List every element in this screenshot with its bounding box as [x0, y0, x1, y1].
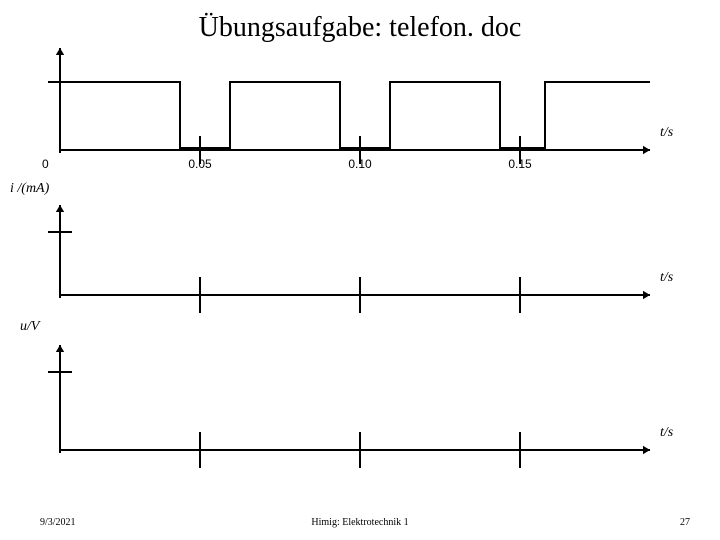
tick-label: 0.10 [348, 157, 372, 171]
tick-label: 0.05 [188, 157, 212, 171]
footer-page-number: 27 [680, 517, 690, 528]
origin-label: 0 [42, 157, 49, 171]
footer-center: Himig: Elektrotechnik 1 [0, 517, 720, 528]
page: Übungsaufgabe: telefon. doc t/s0.050.100… [0, 0, 720, 540]
y-axis-label: i /(mA) [10, 181, 50, 196]
x-axis-label: t/s [660, 270, 674, 285]
tick-label: 0.15 [508, 157, 532, 171]
x-axis-label: t/s [660, 125, 674, 140]
square-waveform [60, 82, 650, 148]
chart-area: t/s 0.05 0.10 0.15 0 i /(mA) t/s u/V t/s [0, 0, 720, 510]
y-axis-label: u/V [20, 319, 41, 334]
x-axis-label: t/s [660, 425, 674, 440]
